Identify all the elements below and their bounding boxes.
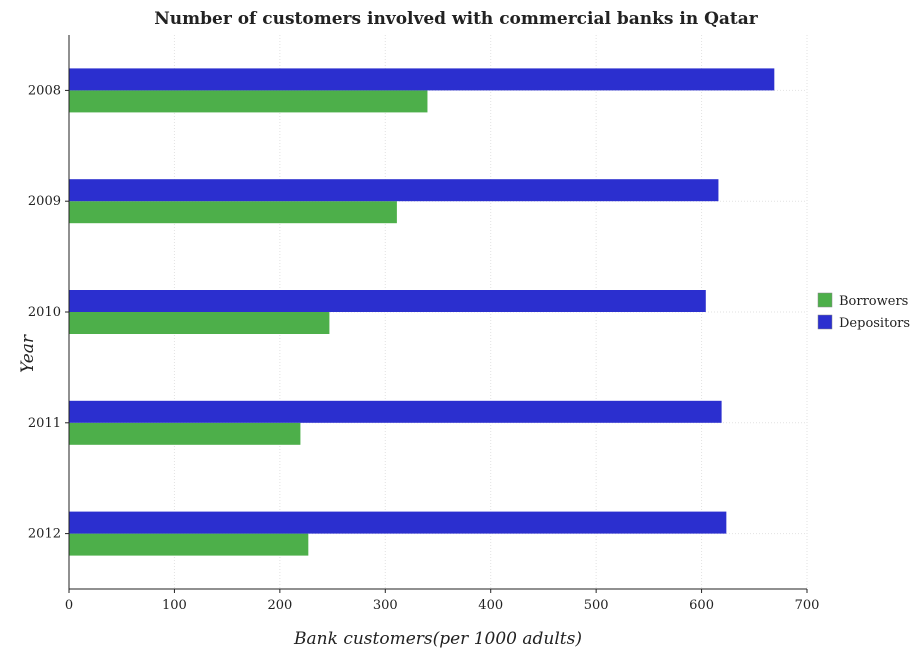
y-tick-label: 2012 bbox=[28, 527, 61, 542]
bars bbox=[69, 68, 775, 556]
bar-depositors-2008 bbox=[69, 68, 775, 91]
axes: 0 100 200 300 400 500 600 700 2008 2009 2010 2011 20… bbox=[28, 35, 820, 613]
bar-borrowers-2008 bbox=[69, 90, 428, 113]
bar-depositors-2012 bbox=[69, 511, 727, 534]
legend-label-depositors: Depositors bbox=[839, 316, 910, 331]
x-tick-label: 400 bbox=[478, 598, 503, 613]
y-tick-label: 2009 bbox=[28, 194, 61, 209]
x-tick-label: 700 bbox=[795, 598, 820, 613]
x-tick-label: 300 bbox=[373, 598, 398, 613]
bar-depositors-2011 bbox=[69, 400, 722, 423]
x-tick-label: 100 bbox=[162, 598, 187, 613]
y-tick-label: 2010 bbox=[28, 305, 61, 320]
bar-depositors-2009 bbox=[69, 179, 719, 202]
y-tick-label: 2011 bbox=[28, 416, 61, 431]
bar-borrowers-2011 bbox=[69, 422, 301, 445]
legend-swatch-depositors bbox=[817, 314, 833, 330]
chart-title: Number of customers involved with commer… bbox=[154, 9, 759, 29]
legend-label-borrowers: Borrowers bbox=[839, 294, 908, 309]
x-axis-label: Bank customers(per 1000 adults) bbox=[293, 629, 582, 649]
bar-borrowers-2009 bbox=[69, 201, 397, 224]
x-tick-label: 500 bbox=[584, 598, 609, 613]
legend-swatch-borrowers bbox=[817, 292, 833, 308]
x-tick-label: 0 bbox=[65, 598, 73, 613]
x-tick-label: 200 bbox=[267, 598, 292, 613]
bar-depositors-2010 bbox=[69, 290, 706, 312]
bar-borrowers-2012 bbox=[69, 533, 309, 556]
legend: Borrowers Depositors bbox=[817, 292, 910, 331]
bar-borrowers-2010 bbox=[69, 312, 330, 334]
x-tick-label: 600 bbox=[689, 598, 714, 613]
y-tick-label: 2008 bbox=[28, 83, 61, 98]
y-axis-label: Year bbox=[18, 334, 38, 373]
